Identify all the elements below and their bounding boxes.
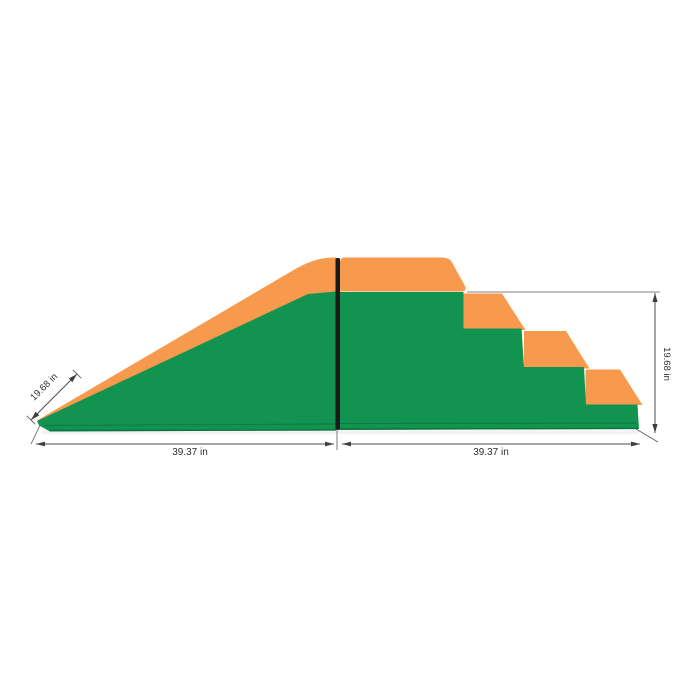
slide-ramp-length-label: 19.68 in xyxy=(28,371,60,403)
stairs-step-3-tread xyxy=(524,331,590,369)
slide-bottom-edge xyxy=(49,429,337,432)
pieces-gap xyxy=(335,258,340,430)
ground-shadow xyxy=(42,430,639,434)
arrowhead xyxy=(36,441,45,447)
slide-mat-seam xyxy=(43,423,337,427)
arrowhead xyxy=(652,293,658,302)
arrowhead xyxy=(31,411,40,420)
arrowhead xyxy=(652,424,658,433)
extension-line-slide-left xyxy=(30,425,41,445)
extension-line-stairs-bottom xyxy=(635,428,659,443)
arrowhead xyxy=(68,374,77,383)
arrowhead xyxy=(325,441,334,447)
dim-line-slide-ramp xyxy=(30,373,78,421)
arrowhead xyxy=(631,441,640,447)
stairs-top-platform xyxy=(340,257,466,292)
stairs-step-4-tread xyxy=(585,369,643,405)
stairs-step-2-tread xyxy=(463,293,526,330)
stairs-side-panel xyxy=(340,292,639,430)
stairs-height-label: 19.68 in xyxy=(661,347,672,381)
stairs-mat-seam xyxy=(339,422,637,425)
slide-ramp-surface xyxy=(37,257,336,424)
slide-side-panel xyxy=(37,291,336,432)
slide-length-label: 39.37 in xyxy=(172,447,208,458)
arrowhead xyxy=(342,441,351,447)
stairs-bottom-edge xyxy=(339,427,639,430)
stairs-length-label: 39.37 in xyxy=(473,447,509,458)
